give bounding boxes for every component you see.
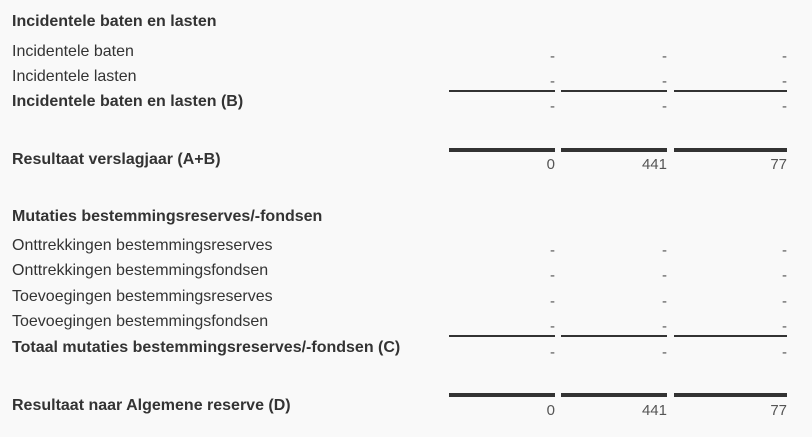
total-rule <box>561 335 667 337</box>
amount: 441 <box>641 402 667 419</box>
row-heading: Incidentele baten en lasten (B) <box>12 93 244 110</box>
amount: - <box>550 48 555 65</box>
amount: 441 <box>641 156 667 173</box>
amount: 77 <box>770 156 787 173</box>
amount: - <box>782 344 787 361</box>
row-heading: Resultaat verslagjaar (A+B) <box>12 151 221 168</box>
total-rule <box>561 90 667 92</box>
row-label: Incidentele baten <box>12 43 134 60</box>
total-rule <box>674 148 787 152</box>
total-rule <box>561 393 667 397</box>
row-heading: Incidentele baten en lasten <box>12 13 217 30</box>
row-label: Onttrekkingen bestemmingsfondsen <box>12 262 269 279</box>
total-rule <box>449 393 555 397</box>
amount: - <box>550 293 555 310</box>
row-heading: Totaal mutaties bestemmingsreserves/-fon… <box>12 339 401 356</box>
row-label: Toevoegingen bestemmingsreserves <box>12 288 273 305</box>
row-label: Onttrekkingen bestemmingsreserves <box>12 237 273 254</box>
amount: - <box>782 318 787 335</box>
amount: - <box>662 267 667 284</box>
amount: 0 <box>546 402 555 419</box>
total-rule <box>674 335 787 337</box>
total-rule <box>674 90 787 92</box>
amount: - <box>662 48 667 65</box>
amount: - <box>782 73 787 90</box>
amount: - <box>550 267 555 284</box>
total-rule <box>449 90 555 92</box>
amount: - <box>550 344 555 361</box>
total-rule <box>449 148 555 152</box>
amount: - <box>550 318 555 335</box>
row-heading: Resultaat naar Algemene reserve (D) <box>12 397 291 414</box>
amount: - <box>782 242 787 259</box>
total-rule <box>674 393 787 397</box>
amount: - <box>662 293 667 310</box>
amount: - <box>782 98 787 115</box>
row-label: Incidentele lasten <box>12 68 137 85</box>
amount: 0 <box>546 156 555 173</box>
amount: - <box>662 344 667 361</box>
total-rule <box>449 335 555 337</box>
amount: - <box>662 318 667 335</box>
total-rule <box>561 148 667 152</box>
amount: - <box>782 48 787 65</box>
amount: - <box>662 242 667 259</box>
amount: - <box>550 98 555 115</box>
amount: - <box>782 293 787 310</box>
amount: - <box>662 73 667 90</box>
amount: 77 <box>770 402 787 419</box>
amount: - <box>662 98 667 115</box>
row-heading: Mutaties bestemmingsreserves/-fondsen <box>12 208 323 225</box>
row-label: Toevoegingen bestemmingsfondsen <box>12 313 269 330</box>
amount: - <box>550 73 555 90</box>
amount: - <box>550 242 555 259</box>
amount: - <box>782 267 787 284</box>
